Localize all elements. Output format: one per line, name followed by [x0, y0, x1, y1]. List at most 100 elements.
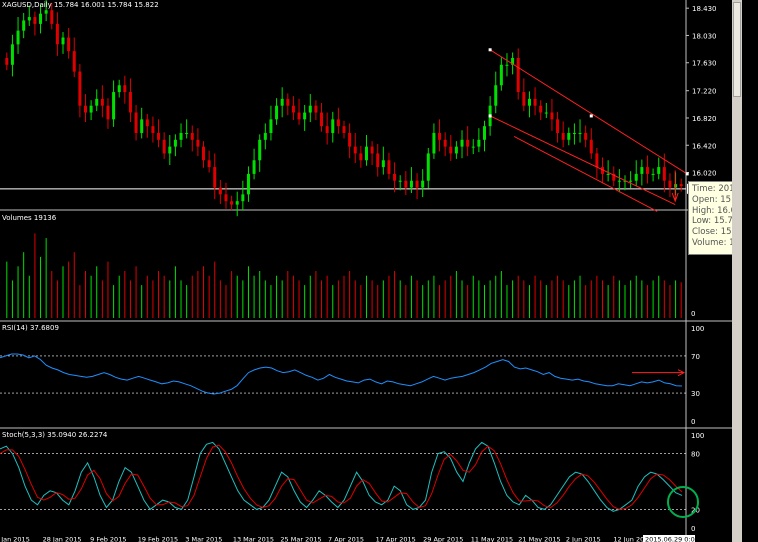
- candle-body: [645, 167, 649, 174]
- candle-body: [364, 146, 368, 161]
- channel-anchor-point: [589, 114, 593, 118]
- tooltip-open: Open: 15.784: [692, 194, 751, 205]
- candle-body: [482, 126, 486, 140]
- candle-body: [291, 105, 295, 113]
- candle-body: [640, 167, 644, 174]
- candle-body: [578, 132, 582, 134]
- candle-body: [370, 146, 374, 154]
- candle-body: [27, 17, 31, 21]
- candle-body: [157, 132, 161, 140]
- candle-body: [202, 146, 206, 161]
- tooltip-high: High: 16.001: [692, 205, 747, 216]
- oscillator-tick-label: 70: [691, 353, 700, 361]
- candle-body: [235, 201, 239, 205]
- candle-body: [421, 180, 425, 188]
- candle-body: [44, 10, 48, 14]
- candle-body: [634, 173, 638, 181]
- candle-body: [393, 173, 397, 181]
- date-axis-label: 3 Mar 2015: [185, 536, 222, 542]
- candle-body: [679, 184, 683, 187]
- candle-body: [454, 146, 458, 154]
- candle-body: [72, 51, 76, 72]
- candle-body: [83, 105, 87, 113]
- vertical-scrollbar[interactable]: [732, 0, 742, 542]
- candle-body: [320, 112, 324, 127]
- date-axis: [0, 535, 686, 542]
- date-axis-label: 19 Feb 2015: [138, 536, 178, 542]
- candle-body: [527, 98, 531, 106]
- window-edge: [742, 0, 758, 542]
- candle-body: [89, 105, 93, 113]
- candle-body: [595, 153, 599, 168]
- candle-body: [668, 180, 672, 188]
- candle-body: [381, 160, 385, 168]
- date-axis-label: 28 Jan 2015: [43, 536, 82, 542]
- candle-body: [353, 146, 357, 154]
- candle-body: [100, 98, 104, 106]
- scrollbar-thumb[interactable]: [733, 2, 741, 97]
- price-tick-label: 16.820: [692, 115, 717, 123]
- candle-body: [657, 167, 661, 174]
- candle-body: [230, 201, 234, 205]
- oscillator-tick-label: 0: [691, 525, 695, 533]
- candle-body: [629, 180, 633, 182]
- candle-body: [331, 119, 335, 133]
- candle-body: [185, 132, 189, 134]
- candle-body: [359, 153, 363, 161]
- candle-body: [438, 132, 442, 140]
- candle-body: [409, 180, 413, 188]
- candle-body: [651, 173, 655, 175]
- candle-body: [336, 119, 340, 127]
- candle-body: [561, 132, 565, 140]
- candle-body: [190, 132, 194, 140]
- candle-body: [55, 23, 59, 45]
- candle-body: [95, 98, 99, 106]
- tooltip-low: Low: 15.784: [692, 216, 744, 227]
- annotation-arrow-down: [671, 170, 679, 203]
- tooltip-time: Time: 2015.06.29: [692, 184, 757, 194]
- date-axis-label: 7 Apr 2015: [328, 536, 364, 542]
- oscillator-tick-label: 100: [691, 325, 704, 333]
- date-axis-cursor-box: [643, 535, 695, 542]
- oscillator-tick-label: 0: [691, 418, 695, 426]
- price-tick-label: 17.220: [692, 88, 717, 96]
- oscillator-tick-label: 30: [691, 390, 700, 398]
- candle-body: [522, 92, 526, 106]
- date-axis-label: 13 Mar 2015: [233, 536, 274, 542]
- candle-body: [544, 112, 548, 114]
- candle-body: [443, 139, 447, 147]
- candle-body: [67, 37, 71, 52]
- candle-body: [297, 112, 301, 120]
- candle-body: [623, 180, 627, 182]
- candle-body: [471, 146, 475, 148]
- candle-body: [39, 13, 43, 24]
- channel-anchor-point: [488, 114, 492, 118]
- candle-body: [572, 132, 576, 134]
- date-axis-label: 25 Mar 2015: [280, 536, 321, 542]
- date-axis-label: 2 Jun 2015: [566, 536, 601, 542]
- candle-body: [151, 126, 155, 133]
- candle-body: [145, 119, 149, 127]
- candle-body: [213, 167, 217, 188]
- date-axis-label: 12 Jun 2015: [613, 536, 652, 542]
- oscillator-tick-label: 100: [691, 432, 704, 440]
- candle-body: [280, 98, 284, 106]
- candle-body: [275, 105, 279, 120]
- candle-body: [179, 132, 183, 140]
- date-axis-label: 2015.06.29 0:00: [645, 536, 699, 542]
- channel-mid-line: [513, 135, 658, 212]
- candle-body: [404, 180, 408, 188]
- candle-body: [426, 153, 430, 181]
- candle-body: [348, 132, 352, 147]
- date-axis-label: 11 May 2015: [471, 536, 513, 542]
- volumes-zero-label: 0: [691, 310, 695, 318]
- candle-body: [112, 92, 116, 120]
- candle-body: [33, 17, 37, 24]
- annotation-circle: [667, 485, 699, 518]
- candle-body: [556, 119, 560, 133]
- candle-body: [494, 85, 498, 106]
- candle-body: [499, 64, 503, 86]
- candle-body: [584, 132, 588, 140]
- candle-body: [106, 105, 110, 120]
